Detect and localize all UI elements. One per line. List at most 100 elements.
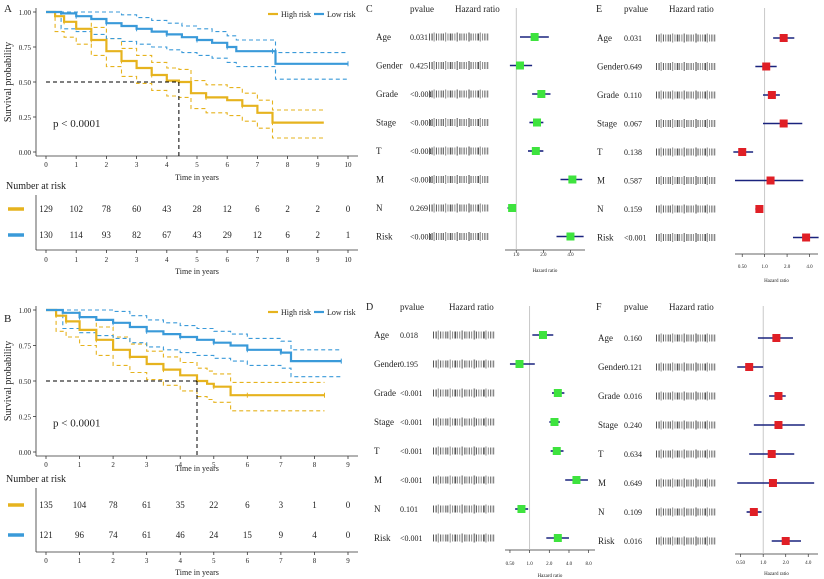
hazard-ratio-glyph xyxy=(688,450,690,458)
risk-x-tick-label: 10 xyxy=(345,256,353,264)
hazard-ratio-glyph xyxy=(459,62,461,69)
hazard-ratio-glyph xyxy=(442,418,444,426)
hazard-ratio-glyph xyxy=(463,233,465,240)
hazard-ratio-text xyxy=(433,359,495,369)
panel-label: D xyxy=(366,302,373,313)
hazard-ratio-glyph xyxy=(686,177,688,184)
hazard-ratio-glyph xyxy=(690,177,692,184)
forest-x-tick-label: 4.0 xyxy=(806,265,813,270)
hazard-ratio-glyph xyxy=(483,476,485,484)
hazard-ratio-glyph xyxy=(665,34,667,42)
risk-count-low-risk: 1 xyxy=(346,230,351,240)
risk-count-low-risk: 96 xyxy=(75,530,85,540)
x-tick-label: 9 xyxy=(316,161,320,169)
y-axis-label: Survival probability xyxy=(3,42,14,122)
pvalue-value: 0.016 xyxy=(624,392,642,401)
hazard-ratio-glyph xyxy=(679,120,681,127)
pvalue-value: 0.159 xyxy=(624,205,642,214)
hazard-ratio-glyph xyxy=(713,450,716,458)
hazard-ratio-glyph xyxy=(692,205,694,213)
hazard-ratio-glyph xyxy=(471,476,473,484)
hazard-ratio-glyph xyxy=(688,34,690,42)
hazard-ratio-glyph xyxy=(479,146,481,156)
hazard-ratio-glyph xyxy=(464,331,466,339)
pvalue-value: <0.001 xyxy=(400,418,423,427)
hazard-ratio-glyph xyxy=(486,147,489,155)
hazard-ratio-glyph xyxy=(454,176,456,183)
hazard-ratio-glyph xyxy=(674,91,676,99)
hazard-ratio-glyph xyxy=(484,33,486,41)
pvalue-header: pvalue xyxy=(624,4,648,14)
hazard-ratio-glyph xyxy=(454,331,457,339)
hazard-ratio-glyph xyxy=(672,391,674,401)
hazard-ratio-glyph xyxy=(435,33,437,41)
hazard-ratio-glyph xyxy=(440,447,442,455)
hazard-ratio-glyph xyxy=(681,148,683,156)
hazard-ratio-glyph xyxy=(478,389,480,397)
hazard-ratio-glyph xyxy=(656,177,657,184)
hazard-ratio-glyph xyxy=(440,119,443,126)
risk-x-tick-label: 1 xyxy=(74,256,78,264)
hazard-ratio-glyph xyxy=(452,447,454,455)
hazard-ratio-glyph xyxy=(667,508,670,516)
hazard-ratio-glyph xyxy=(468,118,470,127)
hazard-ratio-glyph xyxy=(688,363,690,371)
hazard-ratio-glyph xyxy=(468,175,470,184)
hazard-ratio-glyph xyxy=(711,177,713,184)
hazard-ratio-glyph xyxy=(459,331,461,339)
hazard-ratio-glyph xyxy=(683,536,685,546)
hazard-ratio-glyph xyxy=(449,233,452,240)
hazard-ratio-glyph xyxy=(679,205,681,213)
hazard-ratio-glyph xyxy=(711,120,713,127)
hazard-ratio-glyph xyxy=(676,63,679,70)
hazard-ratio-glyph xyxy=(440,418,442,426)
hazard-ratio-glyph xyxy=(454,147,456,155)
hazard-ratio-glyph xyxy=(690,334,692,342)
hazard-ratio-glyph xyxy=(480,476,482,484)
variable-label: Risk xyxy=(374,533,391,543)
hazard-ratio-marker xyxy=(772,334,781,342)
hazard-ratio-glyph xyxy=(471,447,473,455)
hazard-ratio-glyph xyxy=(487,360,489,368)
hazard-ratio-glyph xyxy=(468,203,470,213)
variable-label: N xyxy=(597,204,604,214)
hazard-ratio-glyph xyxy=(452,176,454,183)
panel-label: B xyxy=(4,313,11,325)
hazard-ratio-glyph xyxy=(681,34,683,42)
hazard-ratio-glyph xyxy=(487,505,489,513)
risk-count-high-risk: 6 xyxy=(255,204,260,214)
hazard-ratio-glyph xyxy=(692,91,694,99)
hazard-ratio-glyph xyxy=(679,508,681,516)
risk-count-high-risk: 2 xyxy=(285,204,290,214)
hazard-ratio-glyph xyxy=(683,391,685,401)
x-tick-label: 8 xyxy=(286,161,290,169)
hazard-ratio-glyph xyxy=(702,421,704,429)
hazard-ratio-glyph xyxy=(466,534,468,542)
variable-label: Age xyxy=(598,333,613,343)
hazard-ratio-glyph xyxy=(658,234,660,241)
ci-upper-low-risk xyxy=(46,11,348,54)
pvalue-value: 0.240 xyxy=(624,421,642,430)
hazard-ratio-glyph xyxy=(695,119,697,128)
risk-x-tick-label: 2 xyxy=(105,256,109,264)
hazard-ratio-glyph xyxy=(656,334,657,342)
hazard-ratio-glyph xyxy=(665,148,667,156)
pvalue-value: <0.001 xyxy=(410,119,433,128)
hazard-ratio-glyph xyxy=(449,446,451,456)
hazard-ratio-glyph xyxy=(667,334,670,342)
hazard-ratio-glyph xyxy=(686,91,688,99)
hazard-ratio-glyph xyxy=(699,363,701,371)
hazard-ratio-glyph xyxy=(456,175,458,184)
hazard-ratio-glyph xyxy=(688,205,690,213)
hazard-ratio-glyph xyxy=(699,234,701,241)
hazard-ratio-glyph xyxy=(468,447,470,455)
hazard-ratio-glyph xyxy=(674,34,676,42)
hazard-ratio-glyph xyxy=(487,534,489,542)
hazard-ratio-glyph xyxy=(672,478,674,488)
hazard-ratio-glyph xyxy=(672,62,674,71)
hazard-ratio-glyph xyxy=(478,418,480,426)
hazard-ratio-glyph xyxy=(676,91,679,99)
hazard-ratio-glyph xyxy=(658,392,660,400)
hazard-ratio-glyph xyxy=(433,61,435,70)
hazard-ratio-glyph xyxy=(674,120,676,127)
